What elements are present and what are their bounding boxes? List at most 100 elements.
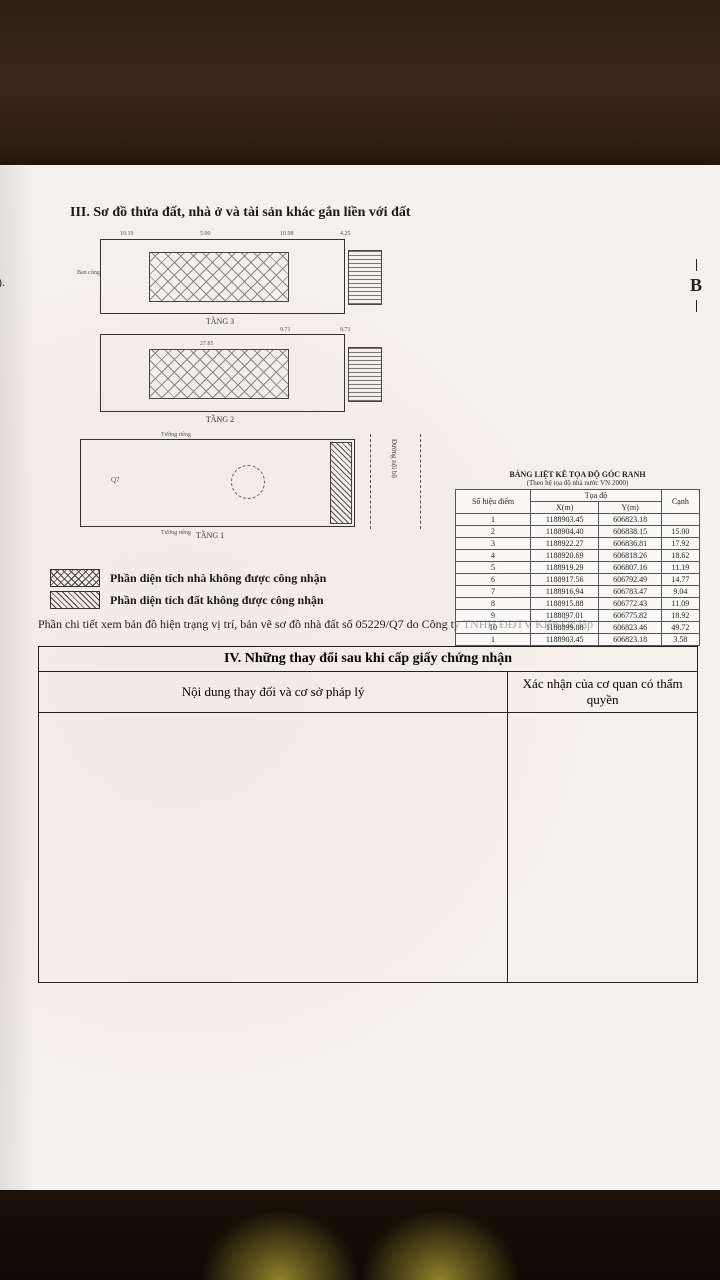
cell-edge: 17.92: [661, 538, 699, 550]
table-row: 51188919.29606807.1611.19: [456, 562, 700, 574]
table-row: 31188922.27606836.8117.92: [456, 538, 700, 550]
coordinate-table-container: BẢNG LIỆT KÊ TỌA ĐỘ GÓC RANH (Theo hệ tọ…: [455, 470, 700, 646]
section-iv-cell-content: [39, 713, 508, 983]
glow-left: [200, 1210, 360, 1280]
cell-x: 1188919.29: [531, 562, 599, 574]
cell-x: 1188899.88: [531, 622, 599, 634]
cell-x: 1188920.69: [531, 550, 599, 562]
floor-plan-tang1: Q7 Tường riêng Tường riêng: [80, 439, 355, 527]
document-page: III. Sơ đồ thửa đất, nhà ở và tài sản kh…: [0, 165, 720, 1190]
cell-point: 3: [456, 538, 531, 550]
hatched-area: [330, 442, 352, 524]
cell-edge: [661, 514, 699, 526]
background-wood-top: [0, 0, 720, 165]
cell-x: 1188922.27: [531, 538, 599, 550]
legend-text-1: Phần diện tích nhà không được công nhận: [110, 571, 326, 586]
cell-point: 10: [456, 622, 531, 634]
dim: 4.25: [340, 231, 351, 237]
dim: 5.00: [200, 231, 211, 237]
cell-y: 606823.18: [599, 514, 662, 526]
floor-label-tang3: TẦNG 3: [206, 317, 234, 326]
cell-point: 4: [456, 550, 531, 562]
dim: 10.98: [280, 231, 294, 237]
room-box: [149, 349, 289, 399]
table-row: 11188903.45606823.18: [456, 514, 700, 526]
th-y: Y(m): [599, 502, 662, 514]
coord-table-title: BẢNG LIỆT KÊ TỌA ĐỘ GÓC RANH: [455, 470, 700, 479]
cell-edge: 11.09: [661, 598, 699, 610]
dim-label: Ban công: [77, 270, 100, 276]
page-fold-shadow: [0, 165, 35, 1190]
stairs-icon: [348, 347, 382, 402]
cell-x: 1188904.40: [531, 526, 599, 538]
cell-point: 1: [456, 514, 531, 526]
cell-y: 606807.16: [599, 562, 662, 574]
road-label: Đường nội bộ: [390, 439, 398, 519]
table-row: 91188897.01606775.8218.92: [456, 610, 700, 622]
table-row: 61188917.56606792.4914.77: [456, 574, 700, 586]
th-x: X(m): [531, 502, 599, 514]
table-row: 11188903.45606823.183.58: [456, 634, 700, 646]
section-iv-col1-header: Nội dung thay đổi và cơ sở pháp lý: [39, 672, 508, 713]
cell-x: 1188917.56: [531, 574, 599, 586]
floor-plan-diagram: Ban công TẦNG 3 10.19 5.00 10.98 4.25 TẦ…: [80, 239, 450, 549]
legend-text-2: Phần diện tích đất không được công nhận: [110, 593, 324, 608]
dim: 10.19: [120, 231, 134, 237]
coord-table-subtitle: (Theo hệ tọa độ nhà nước VN 2000): [455, 479, 700, 487]
coordinate-table: Số hiệu điểm Tọa độ Cạnh X(m) Y(m) 11188…: [455, 489, 700, 646]
cell-y: 606775.82: [599, 610, 662, 622]
cell-edge: 49.72: [661, 622, 699, 634]
road-line: [420, 434, 421, 529]
north-marker-b: B: [690, 275, 702, 296]
cell-y: 606792.49: [599, 574, 662, 586]
cell-edge: 3.58: [661, 634, 699, 646]
th-canh: Cạnh: [661, 490, 699, 514]
coord-tbody: 11188903.45606823.1821188904.40606838.15…: [456, 514, 700, 646]
background-bottom: [0, 1190, 720, 1280]
cell-x: 1188915.88: [531, 598, 599, 610]
cell-x: 1188916.94: [531, 586, 599, 598]
partial-text-ong: ông).: [0, 275, 5, 290]
dim: 8.71: [340, 327, 351, 333]
legend-swatch-crosshatch: [50, 569, 100, 587]
cell-point: 9: [456, 610, 531, 622]
cell-x: 1188897.01: [531, 610, 599, 622]
th-sohieu: Số hiệu điểm: [456, 490, 531, 514]
room-box: [149, 252, 289, 302]
table-row: 21188904.40606838.1515.00: [456, 526, 700, 538]
cell-point: 2: [456, 526, 531, 538]
cell-y: 606838.15: [599, 526, 662, 538]
section-iv-cell-confirm: [508, 713, 698, 983]
road-line: [370, 434, 371, 529]
cell-x: 1188903.45: [531, 514, 599, 526]
cell-y: 606783.47: [599, 586, 662, 598]
room-label: Q7: [111, 476, 120, 484]
dim: 27.85: [200, 341, 214, 347]
section-iv-table: IV. Những thay đổi sau khi cấp giấy chứn…: [38, 646, 698, 983]
cell-y: 606836.81: [599, 538, 662, 550]
table-row: 71188916.94606783.479.04: [456, 586, 700, 598]
wall-label: Tường riêng: [161, 530, 191, 536]
cell-edge: 18.62: [661, 550, 699, 562]
cell-point: 8: [456, 598, 531, 610]
table-row: 41188920.69606818.2618.62: [456, 550, 700, 562]
cell-edge: 14.77: [661, 574, 699, 586]
cell-y: 606823.18: [599, 634, 662, 646]
section-iv-col2-header: Xác nhận của cơ quan có thẩm quyền: [508, 672, 698, 713]
table-row: 81188915.88606772.4311.09: [456, 598, 700, 610]
legend-swatch-hatch: [50, 591, 100, 609]
cell-edge: 11.19: [661, 562, 699, 574]
cell-point: 7: [456, 586, 531, 598]
th-toado: Tọa độ: [531, 490, 662, 502]
cell-y: 606823.46: [599, 622, 662, 634]
cell-point: 5: [456, 562, 531, 574]
floor-label-tang2: TẦNG 2: [206, 415, 234, 424]
cell-y: 606818.26: [599, 550, 662, 562]
cell-edge: 9.04: [661, 586, 699, 598]
circle-marker: [231, 465, 265, 499]
cell-y: 606772.43: [599, 598, 662, 610]
cell-point: 1: [456, 634, 531, 646]
cell-edge: 18.92: [661, 610, 699, 622]
wall-label: Tường riêng: [161, 432, 191, 438]
section-iv-title: IV. Những thay đổi sau khi cấp giấy chứn…: [39, 647, 698, 672]
